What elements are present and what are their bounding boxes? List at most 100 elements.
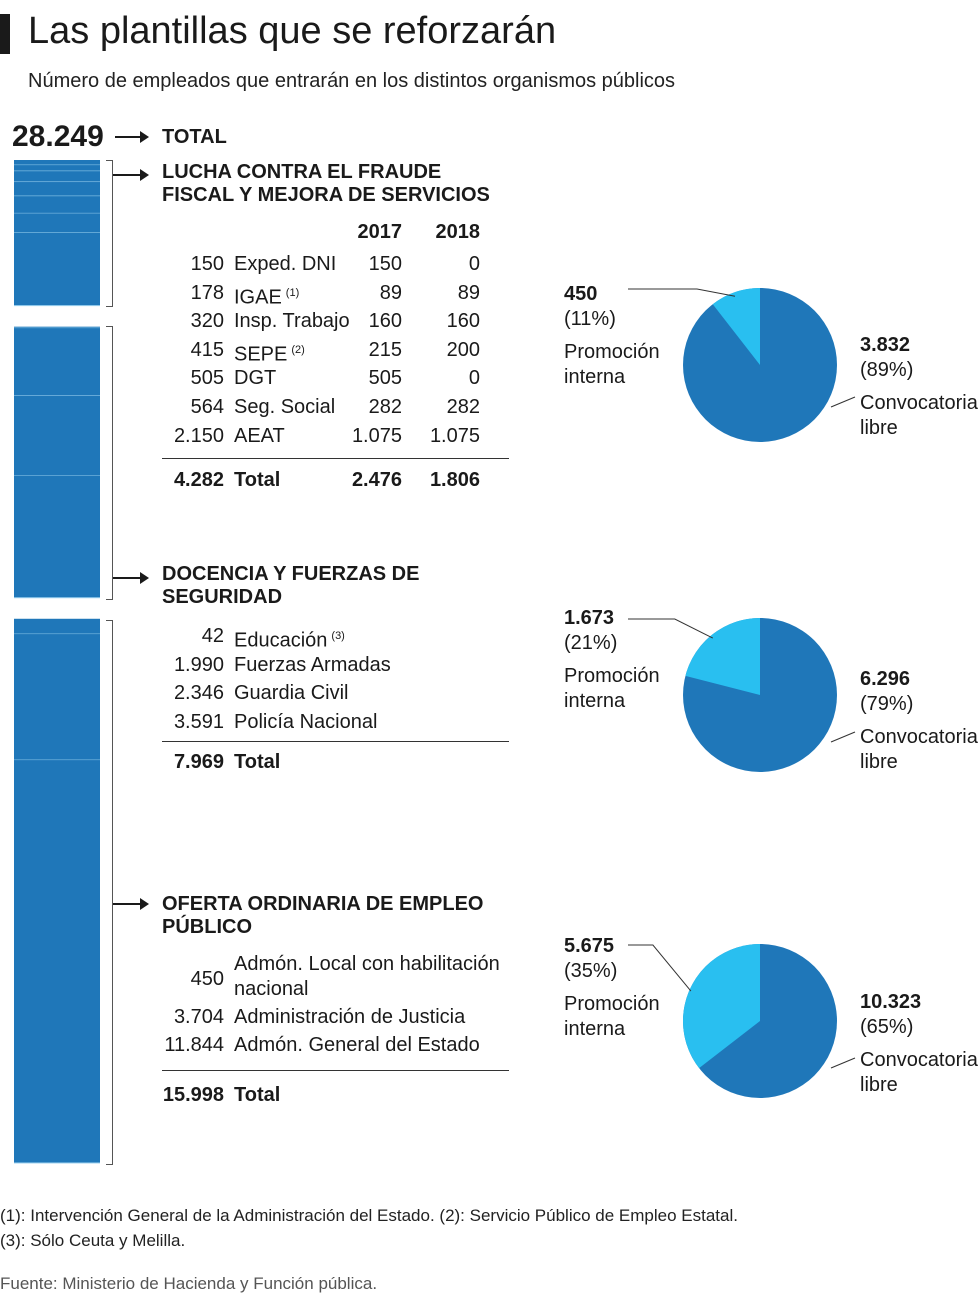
pie-2-promocion-label: 1.673 (21%) Promoción interna: [564, 606, 660, 714]
row-footnote-ref: (3): [331, 630, 345, 642]
row-name: Guardia Civil: [234, 682, 349, 705]
pie-3-convocatoria-pct: (65%): [860, 1016, 914, 1038]
pie-2-promocion-pct: (21%): [564, 632, 618, 654]
row-footnote-ref: (1): [285, 286, 300, 299]
pie-2-promocion-value: 1.673: [564, 607, 615, 629]
table-row: 415 SEPE (2) 215 200: [0, 336, 520, 366]
pie-slice-promocion: [685, 618, 760, 695]
table-row: 320 Insp. Trabajo 160 160: [0, 307, 520, 335]
section-3-row-2: 3.704 Administración de Justicia: [0, 1003, 520, 1031]
pie-chart-1: [628, 288, 856, 442]
section-3-divider: [162, 1070, 509, 1071]
footnote-2: (3): Sólo Ceuta y Melilla.: [0, 1231, 186, 1250]
bar-segment: [14, 326, 100, 329]
pie-3-promocion-value: 5.675: [564, 935, 615, 957]
bar-segment: [14, 634, 100, 761]
bar-segment: [14, 182, 100, 197]
section-3-bracket: [106, 620, 113, 1165]
total-value: 15.998: [162, 1084, 224, 1106]
row-name: Insp. Trabajo: [234, 310, 350, 333]
year-header-2017: 2017: [357, 221, 403, 243]
pie-1-convocatoria-pct: (89%): [860, 359, 914, 381]
section-1-title: LUCHA CONTRA EL FRAUDE FISCAL Y MEJORA D…: [162, 161, 490, 207]
pie-3-promocion-name-1: Promoción: [564, 993, 660, 1015]
row-name: DGT: [234, 367, 277, 390]
row-footnote-ref: (2): [291, 343, 305, 356]
pie-3-promocion-label: 5.675 (35%) Promoción interna: [564, 934, 660, 1042]
row-2018: 1.075: [429, 424, 480, 447]
pie-1-convocatoria-name-2: libre: [860, 417, 898, 439]
table-row: 3.591 Policía Nacional: [0, 708, 520, 736]
total-2017: 2.476: [351, 469, 402, 491]
section-1-divider: [162, 458, 509, 459]
table-row: 42 Educación (3): [0, 622, 520, 652]
row-2017: 1.075: [351, 424, 402, 447]
total-label: Total: [234, 751, 281, 773]
grand-total-label: TOTAL: [162, 126, 227, 148]
pie-3-promocion-name-2: interna: [564, 1018, 626, 1040]
row-name: IGAE: [234, 286, 282, 309]
table-row: 2.346 Guardia Civil: [0, 679, 520, 707]
total-label: Total: [234, 1084, 281, 1106]
chart-subtitle: Número de empleados que entrarán en los …: [28, 70, 676, 92]
table-row: 150 Exped. DNI 150 0: [0, 250, 520, 278]
section-1-title-line1: LUCHA CONTRA EL FRAUDE: [162, 161, 442, 183]
pie-1-promocion-label: 450 (11%) Promoción interna: [564, 282, 660, 390]
pie-1-promocion-name-1: Promoción: [564, 341, 660, 363]
section-1-bracket: [106, 160, 113, 307]
section-2-title-line1: DOCENCIA Y FUERZAS DE: [162, 563, 420, 585]
total-arrow: [115, 131, 149, 143]
row-2017: 215: [368, 338, 402, 361]
pie-3-convocatoria-label: 10.323 (65%) Convocatoria libre: [860, 990, 978, 1098]
row-total: 1.990: [173, 653, 224, 676]
total-value: 7.969: [173, 751, 224, 773]
pie-leader-convocatoria: [830, 1057, 856, 1069]
pie-2-promocion-name-2: interna: [564, 690, 626, 712]
row-total: 3.591: [173, 710, 224, 733]
bar-segment: [14, 171, 100, 183]
pie-leader-promocion: [628, 944, 692, 992]
bar-segment: [14, 618, 100, 635]
row-name: Exped. DNI: [234, 253, 337, 275]
pie-leader-convocatoria: [830, 396, 856, 408]
pie-1-convocatoria-value: 3.832: [860, 334, 911, 356]
row-name-line2: nacional: [234, 978, 309, 1000]
section-2-arrow: [113, 572, 149, 584]
row-total: 320: [190, 310, 224, 333]
total-value: 4.282: [173, 469, 224, 491]
section-1-arrow: [113, 169, 149, 181]
pie-1-convocatoria-label: 3.832 (89%) Convocatoria libre: [860, 333, 978, 441]
bar-segment: [14, 395, 100, 476]
bar-segment: [14, 213, 100, 233]
pie-2-convocatoria-value: 6.296: [860, 668, 911, 690]
stacked-bar-chart: [14, 160, 100, 1164]
table-row: 2.150 AEAT 1.075 1.075: [0, 422, 520, 450]
row-total: 3.704: [173, 1006, 224, 1028]
row-2018: 200: [446, 338, 480, 361]
pie-2-convocatoria-label: 6.296 (79%) Convocatoria libre: [860, 667, 978, 775]
row-2017: 89: [379, 281, 402, 304]
footnote-1: (1): Intervención General de la Administ…: [0, 1206, 738, 1225]
pie-2-convocatoria-pct: (79%): [860, 693, 914, 715]
section-2-bracket: [106, 326, 113, 600]
source-note: Fuente: Ministerio de Hacienda y Función…: [0, 1274, 378, 1293]
row-2018: 160: [446, 310, 480, 333]
section-3-title-line1: OFERTA ORDINARIA DE EMPLEO: [162, 893, 484, 915]
bar-segment: [14, 760, 100, 1163]
pie-1-promocion-pct: (11%): [564, 308, 616, 330]
section-2-title-line2: SEGURIDAD: [162, 586, 283, 608]
section-1-year-headers: 2017 2018: [0, 218, 520, 246]
row-total: 415: [190, 338, 224, 361]
row-2018: 0: [468, 367, 480, 390]
pie-2-promocion-name-1: Promoción: [564, 665, 660, 687]
section-2-title: DOCENCIA Y FUERZAS DE SEGURIDAD: [162, 563, 419, 609]
pie-3-convocatoria-name-2: libre: [860, 1074, 898, 1096]
year-header-2018: 2018: [435, 221, 481, 243]
row-name: SEPE: [234, 343, 288, 366]
row-name: Educación: [234, 629, 328, 652]
section-1-total-row: 4.282 Total 2.476 1.806: [0, 466, 520, 494]
table-row: 505 DGT 505 0: [0, 364, 520, 392]
row-2017: 150: [368, 253, 402, 275]
pie-chart-3: [628, 944, 856, 1098]
row-total: 178: [190, 281, 224, 304]
